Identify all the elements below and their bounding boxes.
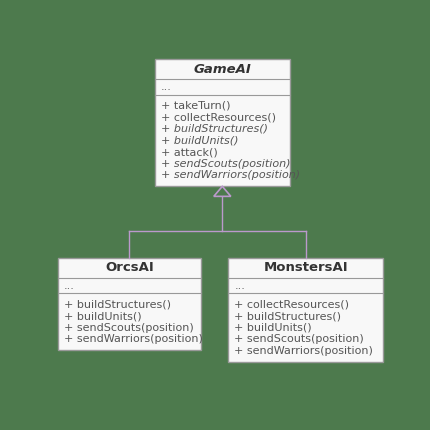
Text: + sendScouts(position): + sendScouts(position) [234, 334, 364, 344]
Text: + buildStructures(): + buildStructures() [64, 300, 171, 310]
Text: ...: ... [64, 281, 75, 291]
Text: MonstersAI: MonstersAI [263, 261, 348, 274]
Text: + sendWarriors(position): + sendWarriors(position) [161, 170, 300, 180]
Text: + buildStructures(): + buildStructures() [161, 124, 268, 134]
Text: + sendWarriors(position): + sendWarriors(position) [234, 346, 373, 356]
Text: + sendWarriors(position): + sendWarriors(position) [64, 334, 203, 344]
Text: + buildUnits(): + buildUnits() [234, 322, 312, 333]
Text: + collectResources(): + collectResources() [234, 300, 349, 310]
Text: ...: ... [161, 82, 172, 92]
Text: + buildUnits(): + buildUnits() [161, 135, 238, 145]
Text: + attack(): + attack() [161, 147, 218, 157]
FancyBboxPatch shape [154, 59, 290, 186]
FancyBboxPatch shape [58, 258, 201, 350]
Text: GameAI: GameAI [194, 63, 251, 76]
Text: ...: ... [234, 281, 245, 291]
Text: + sendScouts(position): + sendScouts(position) [161, 159, 290, 169]
Text: + takeTurn(): + takeTurn() [161, 101, 230, 111]
Text: + collectResources(): + collectResources() [161, 112, 276, 123]
Text: + sendScouts(position): + sendScouts(position) [64, 322, 194, 333]
Polygon shape [214, 186, 231, 197]
Text: OrcsAI: OrcsAI [105, 261, 154, 274]
Text: + buildUnits(): + buildUnits() [64, 311, 141, 321]
Text: + buildStructures(): + buildStructures() [234, 311, 341, 321]
FancyBboxPatch shape [228, 258, 383, 362]
